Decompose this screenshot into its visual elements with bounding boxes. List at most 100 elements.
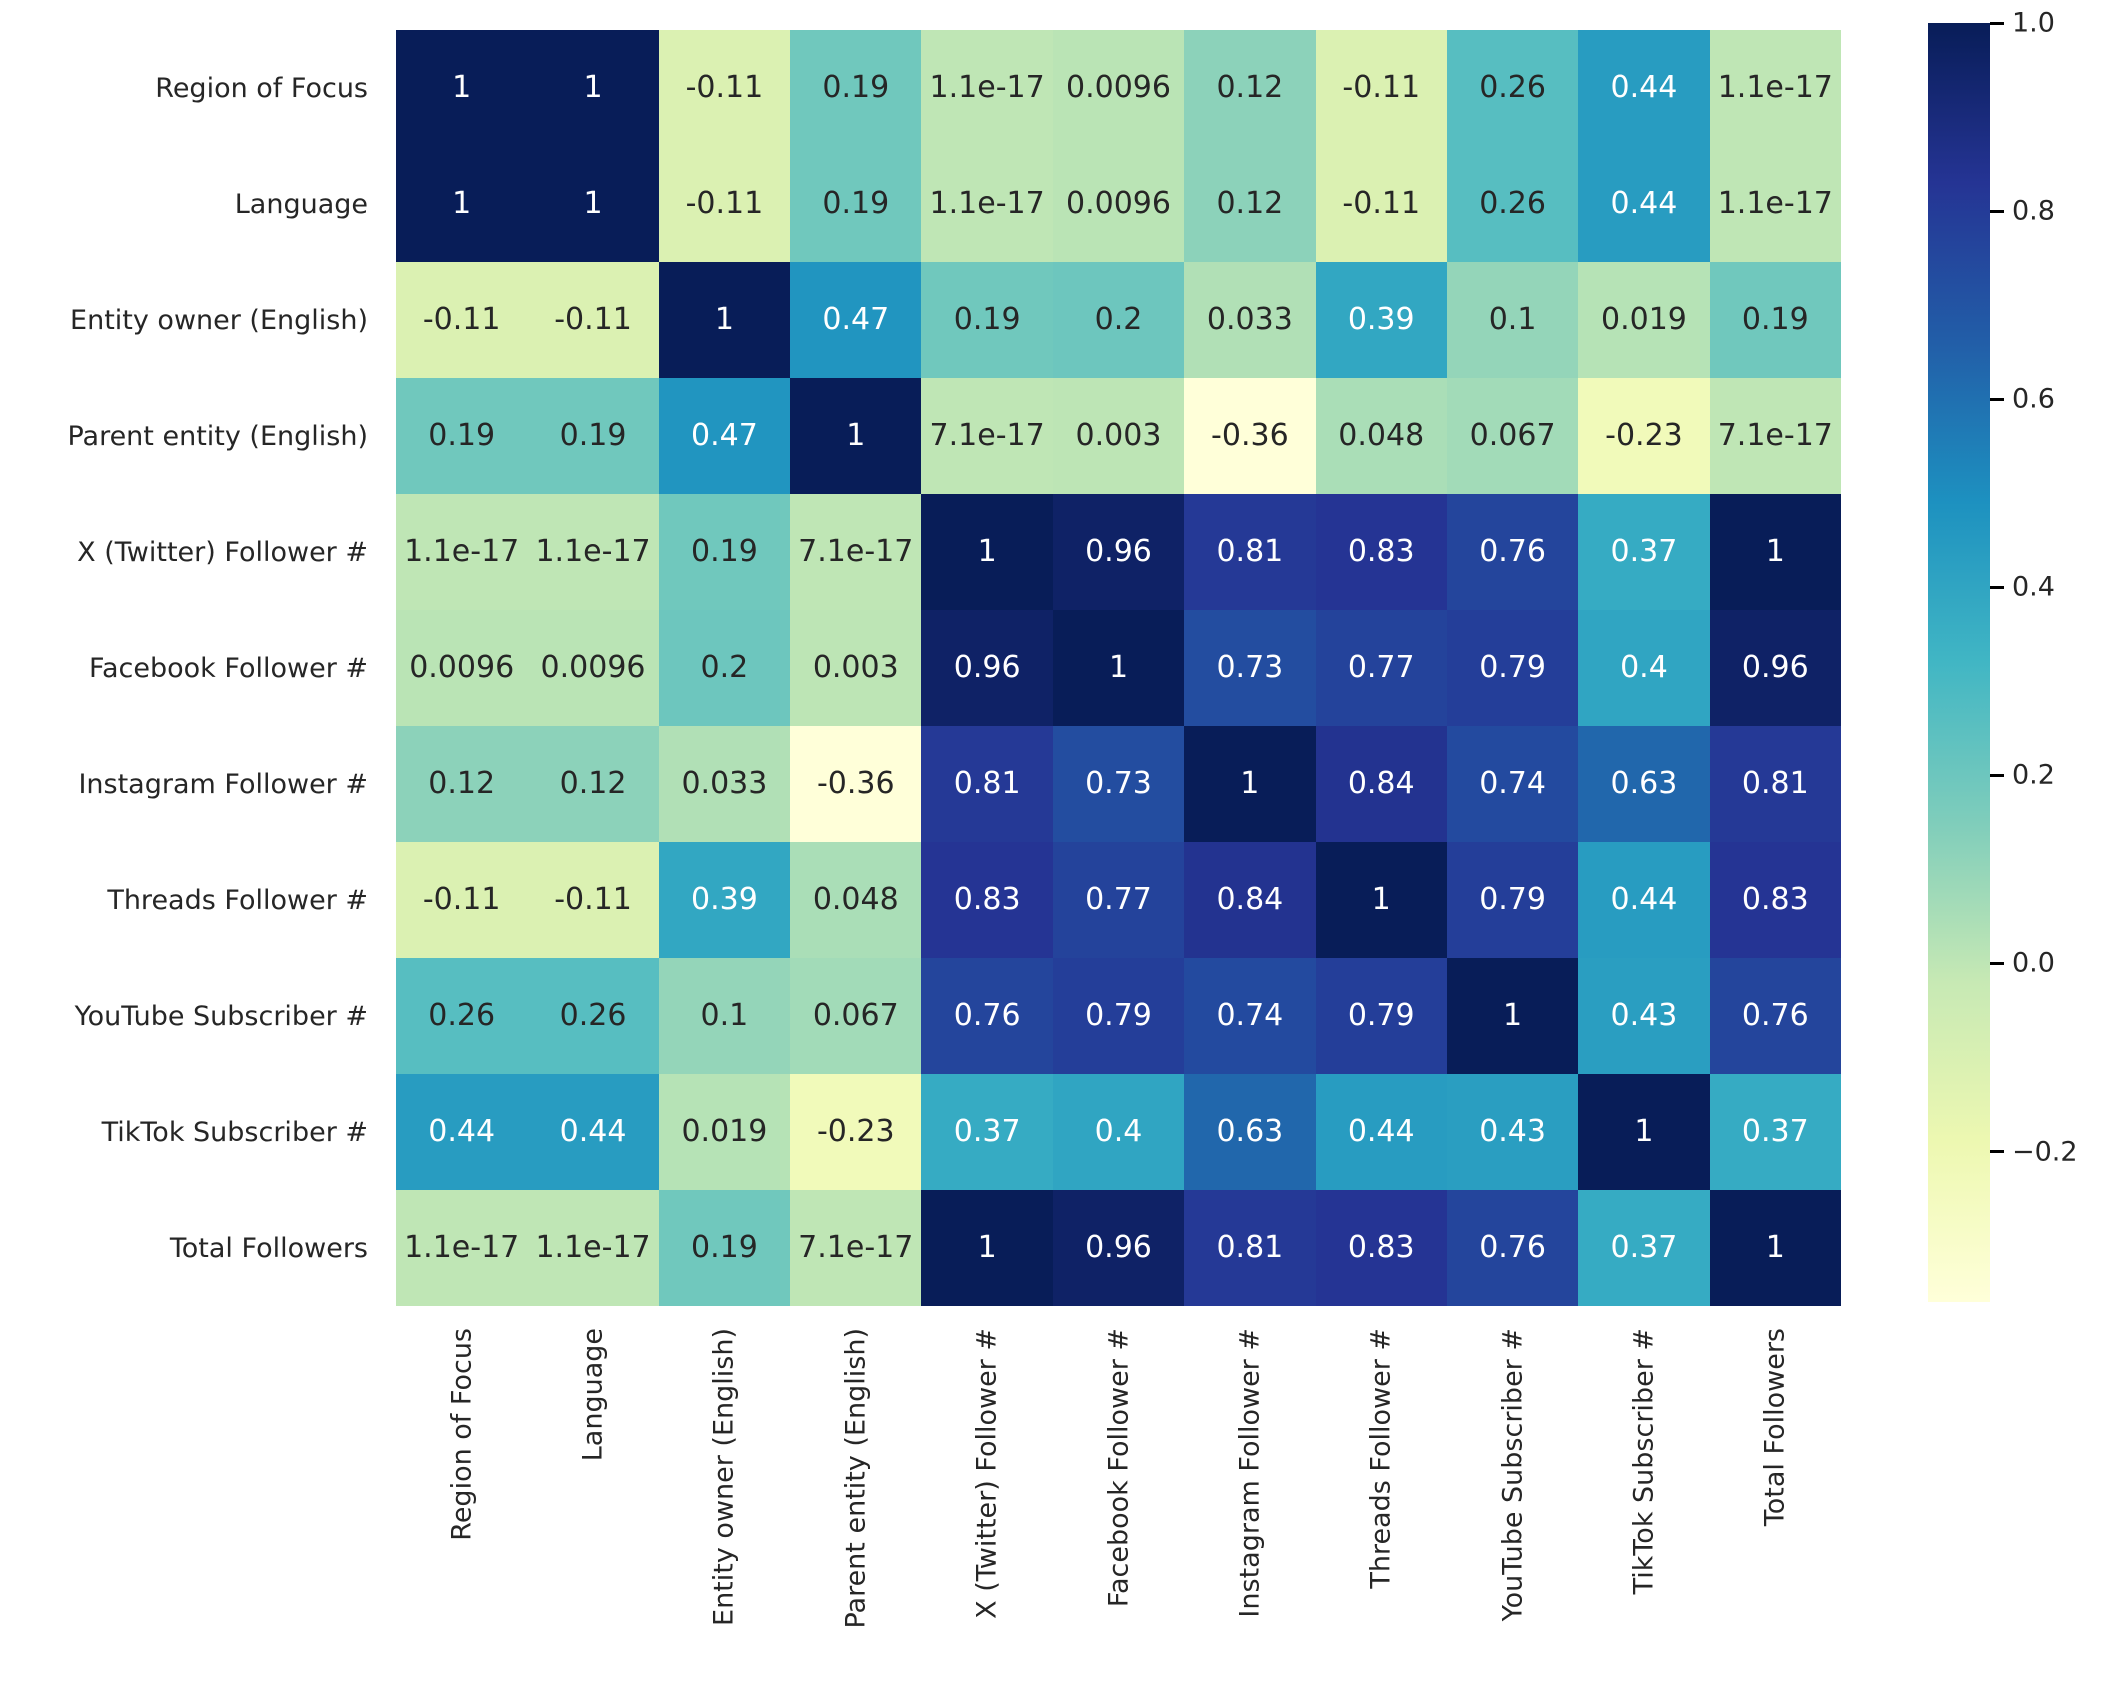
cell-value: 1 [977, 534, 997, 569]
cell-value: 1.1e-17 [1717, 70, 1833, 105]
row-tick-label: Parent entity (English) [67, 420, 368, 452]
heatmap-cell: 0.83 [921, 842, 1053, 958]
heatmap-cell: 0.033 [1184, 262, 1316, 378]
col-tick-label: TikTok Subscriber # [1628, 1328, 1660, 1595]
cell-value: 0.067 [1469, 418, 1556, 453]
cell-value: 0.19 [1741, 302, 1809, 337]
cell-value: 1 [1634, 1114, 1654, 1149]
heatmap-cell: 0.003 [790, 610, 922, 726]
heatmap-cell: 0.63 [1578, 726, 1710, 842]
cell-value: -0.23 [1605, 418, 1683, 453]
heatmap-cell: 0.37 [1578, 1190, 1710, 1306]
cell-value: 0.83 [1347, 534, 1415, 569]
cell-value: 0.1 [700, 998, 749, 1033]
heatmap-cell: 0.19 [921, 262, 1053, 378]
heatmap-cell: -0.11 [658, 146, 791, 262]
heatmap-cell: 1 [1578, 1074, 1710, 1190]
heatmap-cell: 1 [396, 146, 528, 262]
cell-value: 0.2 [700, 650, 749, 685]
cell-value: 0.19 [691, 534, 758, 569]
row-tick-label: Region of Focus [155, 72, 368, 104]
colorbar-tick-mark [1990, 961, 2004, 965]
heatmap-cell: 0.0096 [396, 610, 528, 726]
heatmap-cell: 0.4 [1578, 610, 1710, 726]
col-tick-label: Region of Focus [446, 1328, 478, 1541]
cell-value: 0.19 [428, 418, 496, 453]
cell-value: 1.1e-17 [404, 1230, 520, 1265]
cell-value: 0.12 [559, 766, 627, 801]
cell-value: 0.73 [1216, 650, 1284, 685]
heatmap-cell: -0.11 [1315, 30, 1447, 146]
heatmap-cell: 1 [1446, 958, 1579, 1074]
cell-value: 1 [1240, 766, 1260, 801]
heatmap-cell: 0.79 [1052, 958, 1185, 1074]
heatmap-cell: 0.2 [1052, 262, 1185, 378]
cell-value: 0.76 [1741, 998, 1809, 1033]
heatmap-cell: 7.1e-17 [921, 378, 1053, 494]
cell-value: 0.19 [953, 302, 1021, 337]
heatmap-cell: 0.048 [790, 842, 922, 958]
cell-value: -0.11 [685, 186, 764, 221]
cell-value: 0.067 [812, 998, 899, 1033]
heatmap-cell: 0.83 [1315, 494, 1447, 610]
heatmap-cell: 0.12 [1184, 146, 1316, 262]
heatmap-cell: 0.37 [921, 1074, 1053, 1190]
cell-value: 1 [583, 186, 603, 221]
cell-value: 0.19 [822, 186, 890, 221]
heatmap-cell: 0.79 [1446, 842, 1579, 958]
cell-value: 0.39 [1347, 302, 1415, 337]
cell-value: 7.1e-17 [1717, 418, 1833, 453]
cell-value: 0.77 [1085, 882, 1152, 917]
heatmap-cell: 0.96 [921, 610, 1053, 726]
col-tick-label: Instagram Follower # [1234, 1328, 1266, 1618]
cell-value: -0.11 [685, 70, 764, 105]
heatmap-cell: 0.37 [1578, 494, 1710, 610]
heatmap-cell: 0.12 [1184, 30, 1316, 146]
cell-value: 0.81 [1741, 766, 1809, 801]
cell-value: 0.76 [1479, 534, 1546, 569]
cell-value: 0.47 [822, 302, 890, 337]
cell-value: 0.79 [1479, 650, 1546, 685]
colorbar-tick-label: 0.8 [2012, 195, 2055, 227]
colorbar-gradient [1928, 23, 1990, 1302]
cell-value: 0.83 [953, 882, 1021, 917]
heatmap-cell: 0.019 [658, 1074, 791, 1190]
heatmap-cell: 1.1e-17 [527, 1190, 659, 1306]
cell-value: 0.79 [1479, 882, 1546, 917]
heatmap-cell: 0.39 [658, 842, 791, 958]
cell-value: 0.96 [1741, 650, 1809, 685]
heatmap-cell: 0.4 [1052, 1074, 1185, 1190]
cell-value: 0.048 [1338, 418, 1425, 453]
cell-value: 0.96 [1085, 1230, 1152, 1265]
heatmap-cell: 0.83 [1709, 842, 1841, 958]
heatmap-cell: 0.19 [527, 378, 659, 494]
heatmap-cell: 0.77 [1052, 842, 1185, 958]
heatmap-cell: 1 [396, 30, 528, 146]
colorbar-tick-label: −0.2 [2012, 1136, 2078, 1168]
heatmap-cell: -0.23 [790, 1074, 922, 1190]
heatmap-cell: 0.1 [658, 958, 791, 1074]
heatmap-cell: 1 [1709, 1190, 1841, 1306]
colorbar-tick-label: 0.0 [2012, 947, 2055, 979]
cell-value: 1.1e-17 [535, 534, 651, 569]
heatmap-cell: 1 [527, 30, 659, 146]
heatmap-cell: -0.23 [1578, 378, 1710, 494]
row-tick-label: TikTok Subscriber # [101, 1116, 368, 1148]
heatmap-grid: 1 1 -0.11 0.19 1.1e-17 0.0096 0.12 -0.11 0.26 0.4… [396, 30, 1841, 1306]
heatmap-cell: -0.11 [527, 842, 659, 958]
cell-value: 0.47 [691, 418, 758, 453]
cell-value: 0.26 [559, 998, 627, 1033]
cell-value: 0.84 [1347, 766, 1415, 801]
heatmap-cell: 0.44 [396, 1074, 528, 1190]
row-tick-label: Language [234, 188, 368, 220]
col-tick-label: Total Followers [1759, 1328, 1791, 1527]
row-tick-label: Entity owner (English) [70, 304, 368, 336]
heatmap-cell: 1 [921, 494, 1053, 610]
heatmap-cell: 0.47 [658, 378, 791, 494]
cell-value: 0.12 [1216, 186, 1284, 221]
cell-value: 1 [452, 70, 472, 105]
cell-value: -0.11 [1342, 186, 1421, 221]
heatmap-cell: 0.067 [790, 958, 922, 1074]
heatmap-cell: 1 [658, 262, 791, 378]
heatmap-cell: 0.84 [1315, 726, 1447, 842]
